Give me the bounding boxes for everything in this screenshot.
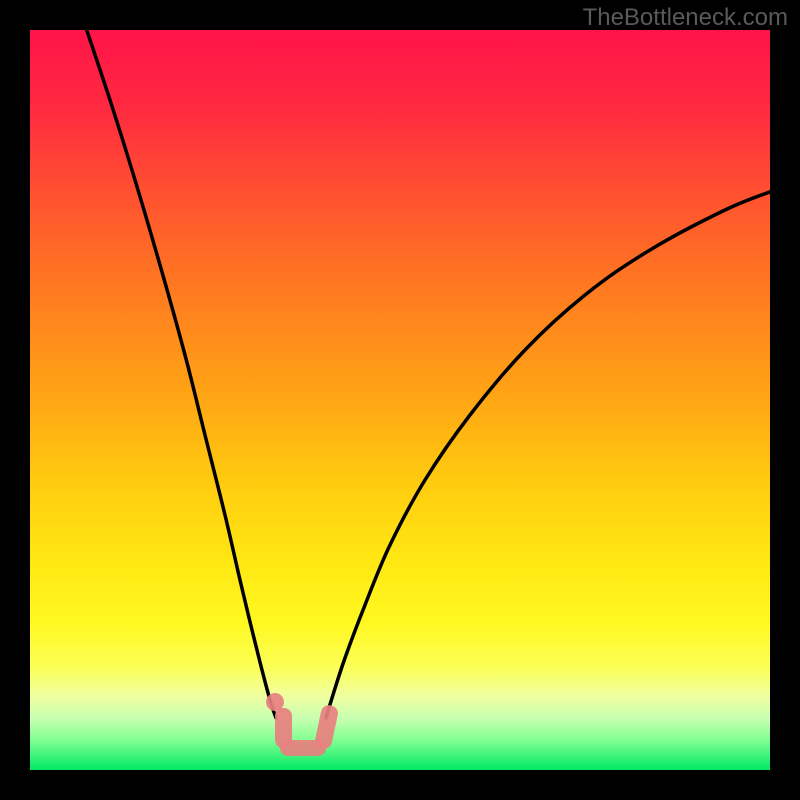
curve-left-branch: [85, 25, 276, 718]
valley-markers: [266, 693, 339, 756]
curve-right-branch: [326, 190, 775, 718]
marker-right-bar: [314, 704, 340, 751]
plot-area: [30, 30, 770, 770]
curve-layer: [30, 30, 770, 770]
chart-container: TheBottleneck.com: [0, 0, 800, 800]
watermark-label: TheBottleneck.com: [583, 4, 788, 32]
